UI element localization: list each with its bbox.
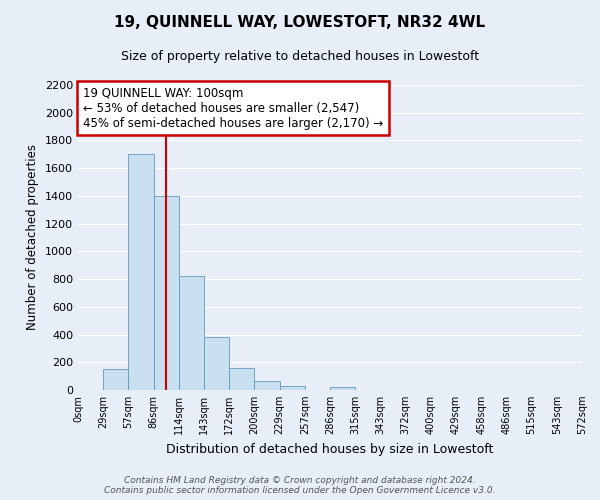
Text: Size of property relative to detached houses in Lowestoft: Size of property relative to detached ho…: [121, 50, 479, 63]
Text: 19 QUINNELL WAY: 100sqm
← 53% of detached houses are smaller (2,547)
45% of semi: 19 QUINNELL WAY: 100sqm ← 53% of detache…: [83, 86, 383, 130]
Bar: [330, 386, 355, 390]
Text: Contains HM Land Registry data © Crown copyright and database right 2024.
Contai: Contains HM Land Registry data © Crown c…: [104, 476, 496, 495]
Bar: [128, 154, 154, 390]
Bar: [254, 381, 280, 390]
Bar: [229, 368, 254, 390]
Bar: [103, 368, 128, 390]
Bar: [280, 386, 305, 390]
X-axis label: Distribution of detached houses by size in Lowestoft: Distribution of detached houses by size …: [166, 442, 494, 456]
Y-axis label: Number of detached properties: Number of detached properties: [26, 144, 40, 330]
Text: 19, QUINNELL WAY, LOWESTOFT, NR32 4WL: 19, QUINNELL WAY, LOWESTOFT, NR32 4WL: [115, 15, 485, 30]
Bar: [154, 196, 179, 390]
Bar: [179, 276, 204, 390]
Bar: [204, 336, 229, 390]
